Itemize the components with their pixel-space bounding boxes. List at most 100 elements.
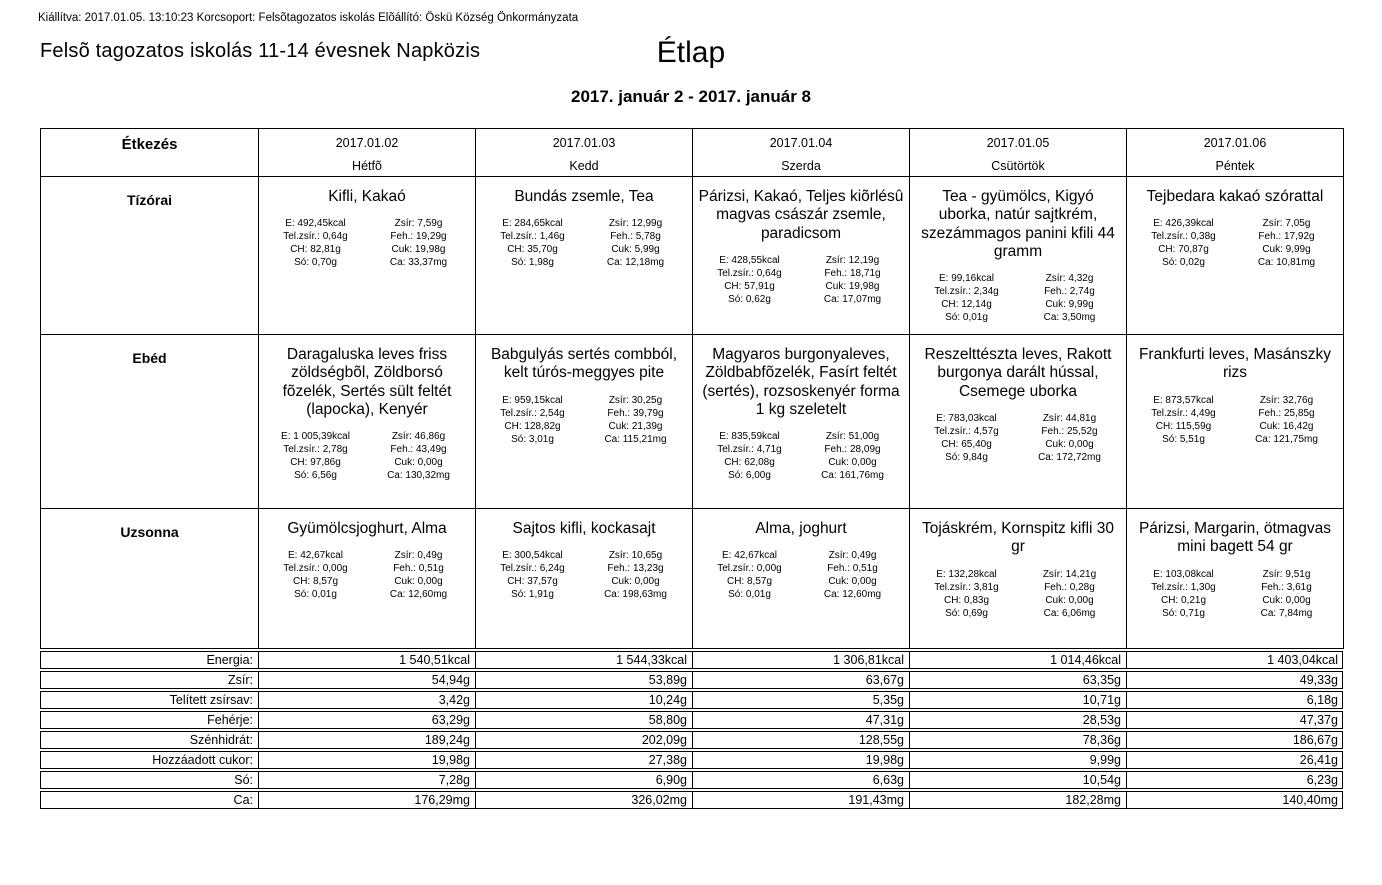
- nutrition-line: Feh.: 0,51g: [827, 563, 878, 575]
- dish-name: Reszelttészta leves, Rakott burgonya dar…: [924, 346, 1112, 400]
- nutrition-line: Feh.: 19,29g: [390, 231, 447, 243]
- day-name: Csütörtök: [991, 159, 1045, 173]
- summary-value: 5,35g: [693, 692, 910, 708]
- nutrition-right-column: Zsír: 7,59g Feh.: 19,29g Cuk: 19,98g Ca:…: [367, 217, 470, 269]
- nutrition-line: Ca: 130,32mg: [387, 470, 450, 482]
- summary-value: 49,33g: [1299, 673, 1338, 687]
- nutrition-block: E: 103,08kcal Tel.zsír.: 1,30g CH: 0,21g…: [1132, 568, 1338, 620]
- dish-name: Tojáskrém, Kornspitz kifli 30 gr: [921, 520, 1115, 556]
- nutrition-line: CH: 57,91g: [724, 280, 775, 292]
- nutrition-line: Ca: 10,81mg: [1257, 257, 1316, 269]
- nutrition-line: E: 103,08kcal: [1153, 568, 1214, 580]
- nutrition-block: E: 99,16kcal Tel.zsír.: 2,34g CH: 12,14g…: [915, 272, 1121, 324]
- nutrition-right-column: Zsír: 4,32g Feh.: 2,74g Cuk: 9,99g Ca: 3…: [1018, 272, 1121, 324]
- nutrition-line: Ca: 12,60mg: [389, 589, 448, 601]
- nutrition-right-column: Zsír: 46,86g Feh.: 43,49g Cuk: 0,00g Ca:…: [367, 430, 470, 482]
- summary-value: 202,09g: [476, 732, 693, 748]
- nutrition-line: CH: 35,70g: [507, 244, 558, 256]
- nutrition-block: E: 1 005,39kcal Tel.zsír.: 2,78g CH: 97,…: [264, 430, 470, 482]
- nutrition-line: Cuk: 0,00g: [828, 457, 877, 469]
- menu-cell: Párizsi, Margarin, ötmagvas mini bagett …: [1126, 508, 1344, 649]
- nutrition-left-column: E: 426,39kcal Tel.zsír.: 0,38g CH: 70,87…: [1132, 217, 1235, 269]
- summary-label: Ca:: [41, 792, 259, 808]
- nutrition-line: E: 835,59kcal: [719, 431, 780, 443]
- summary-value: 186,67g: [1292, 733, 1338, 747]
- nutrition-line: Ca: 198,63mg: [604, 589, 667, 601]
- nutrition-line: Zsír: 44,81g: [1042, 412, 1097, 424]
- nutrition-line: Feh.: 43,49g: [390, 444, 447, 456]
- summary-value: 1 306,81kcal: [693, 652, 910, 668]
- nutrition-line: CH: 0,21g: [1160, 594, 1207, 606]
- nutrition-line: Só: 0,01g: [945, 312, 988, 324]
- dish-name: Párizsi, Kakaó, Teljes kiõrlésû magvas c…: [698, 188, 904, 242]
- summary-value: 78,36g: [910, 732, 1127, 748]
- dish-name: Frankfurti leves, Masánszky rizs: [1138, 346, 1332, 382]
- menu-cell: Alma, joghurt E: 42,67kcal Tel.zsír.: 0,…: [692, 508, 910, 649]
- nutrition-line: Zsír: 46,86g: [391, 431, 446, 443]
- summary-value: 58,80g: [476, 712, 693, 728]
- day-header-monday: 2017.01.02 Hétfõ: [258, 128, 476, 177]
- nutrition-right-column: Zsír: 12,19g Feh.: 18,71g Cuk: 19,98g Ca…: [801, 254, 904, 306]
- nutrition-line: CH: 8,57g: [726, 576, 773, 588]
- day-header-wednesday: 2017.01.04 Szerda: [692, 128, 910, 177]
- summary-value: 53,89g: [476, 672, 693, 688]
- dish-name: Bundás zsemle, Tea: [514, 188, 654, 205]
- nutrition-line: Cuk: 0,00g: [1045, 438, 1094, 450]
- nutrition-block: E: 492,45kcal Tel.zsír.: 0,64g CH: 82,81…: [264, 217, 470, 269]
- corner-header: Étkezés: [40, 128, 259, 177]
- summary-label: Hozzáadott cukor:: [41, 752, 259, 768]
- menu-table: Étkezés 2017.01.02 Hétfõ 2017.01.03 Kedd…: [40, 128, 1344, 649]
- nutrition-line: Zsír: 10,65g: [608, 550, 663, 562]
- nutrition-line: Tel.zsír.: 2,34g: [934, 286, 999, 298]
- nutrition-line: Cuk: 19,98g: [825, 280, 880, 292]
- nutrition-line: Feh.: 0,28g: [1044, 581, 1095, 593]
- nutrition-line: Cuk: 0,00g: [1262, 594, 1311, 606]
- nutrition-left-column: E: 103,08kcal Tel.zsír.: 1,30g CH: 0,21g…: [1132, 568, 1235, 620]
- nutrition-line: Feh.: 5,78g: [610, 231, 661, 243]
- menu-cell: Tojáskrém, Kornspitz kifli 30 gr E: 132,…: [909, 508, 1127, 649]
- nutrition-line: Zsír: 7,05g: [1262, 218, 1311, 230]
- summary-value: 128,55g: [693, 732, 910, 748]
- nutrition-right-column: Zsír: 51,00g Feh.: 28,09g Cuk: 0,00g Ca:…: [801, 430, 904, 482]
- menu-cell: Daragaluska leves friss zöldségbõl, Zöld…: [258, 334, 476, 509]
- summary-value: 182,28mg: [910, 792, 1127, 808]
- nutrition-line: Feh.: 28,09g: [824, 444, 881, 456]
- nutrition-line: Só: 0,01g: [728, 589, 771, 601]
- nutrition-line: Zsír: 0,49g: [394, 550, 443, 562]
- nutrition-line: Cuk: 19,98g: [391, 244, 446, 256]
- nutrition-line: E: 1 005,39kcal: [281, 431, 350, 443]
- nutrition-line: CH: 70,87g: [1158, 244, 1209, 256]
- nutrition-block: E: 428,55kcal Tel.zsír.: 0,64g CH: 57,91…: [698, 254, 904, 306]
- daily-totals: Energia: 1 540,51kcal 1 544,33kcal 1 306…: [40, 651, 1343, 811]
- nutrition-line: Tel.zsír.: 3,81g: [934, 581, 999, 593]
- nutrition-line: Cuk: 9,99g: [1262, 244, 1311, 256]
- date-range: 2017. január 2 - 2017. január 8: [570, 87, 812, 106]
- nutrition-left-column: E: 428,55kcal Tel.zsír.: 0,64g CH: 57,91…: [698, 254, 801, 306]
- group-title: Felsõ tagozatos iskolás 11-14 évesnek Na…: [40, 40, 481, 62]
- nutrition-line: Feh.: 17,92g: [1258, 231, 1315, 243]
- nutrition-line: Tel.zsír.: 2,78g: [283, 444, 348, 456]
- nutrition-line: Ca: 3,50mg: [1043, 312, 1096, 324]
- nutrition-left-column: E: 835,59kcal Tel.zsír.: 4,71g CH: 62,08…: [698, 430, 801, 482]
- day-name: Kedd: [569, 159, 599, 173]
- day-header-thursday: 2017.01.05 Csütörtök: [909, 128, 1127, 177]
- nutrition-line: E: 959,15kcal: [502, 394, 563, 406]
- nutrition-line: Tel.zsír.: 4,57g: [934, 425, 999, 437]
- day-header-friday: 2017.01.06 Péntek: [1126, 128, 1344, 177]
- day-name: Péntek: [1215, 159, 1255, 173]
- dish-name: Gyümölcsjoghurt, Alma: [287, 520, 447, 537]
- summary-row-szenhidrat: Szénhidrát: 189,24g 202,09g 128,55g 78,3…: [40, 731, 1343, 749]
- summary-label: Só:: [41, 772, 259, 788]
- dish-name: Tea - gyümölcs, Kigyó uborka, natúr sajt…: [921, 188, 1115, 260]
- nutrition-line: E: 492,45kcal: [285, 218, 346, 230]
- summary-value: 47,31g: [693, 712, 910, 728]
- nutrition-line: Tel.zsír.: 0,00g: [717, 563, 782, 575]
- nutrition-line: Zsír: 14,21g: [1042, 568, 1097, 580]
- nutrition-line: E: 132,28kcal: [936, 568, 997, 580]
- meal-row-uzsonna: Uzsonna Gyümölcsjoghurt, Alma E: 42,67kc…: [40, 508, 1344, 649]
- menu-cell: Frankfurti leves, Masánszky rizs E: 873,…: [1126, 334, 1344, 509]
- nutrition-block: E: 42,67kcal Tel.zsír.: 0,00g CH: 8,57g …: [698, 549, 904, 601]
- nutrition-line: Cuk: 0,00g: [1045, 594, 1094, 606]
- summary-label: Energia:: [41, 652, 259, 668]
